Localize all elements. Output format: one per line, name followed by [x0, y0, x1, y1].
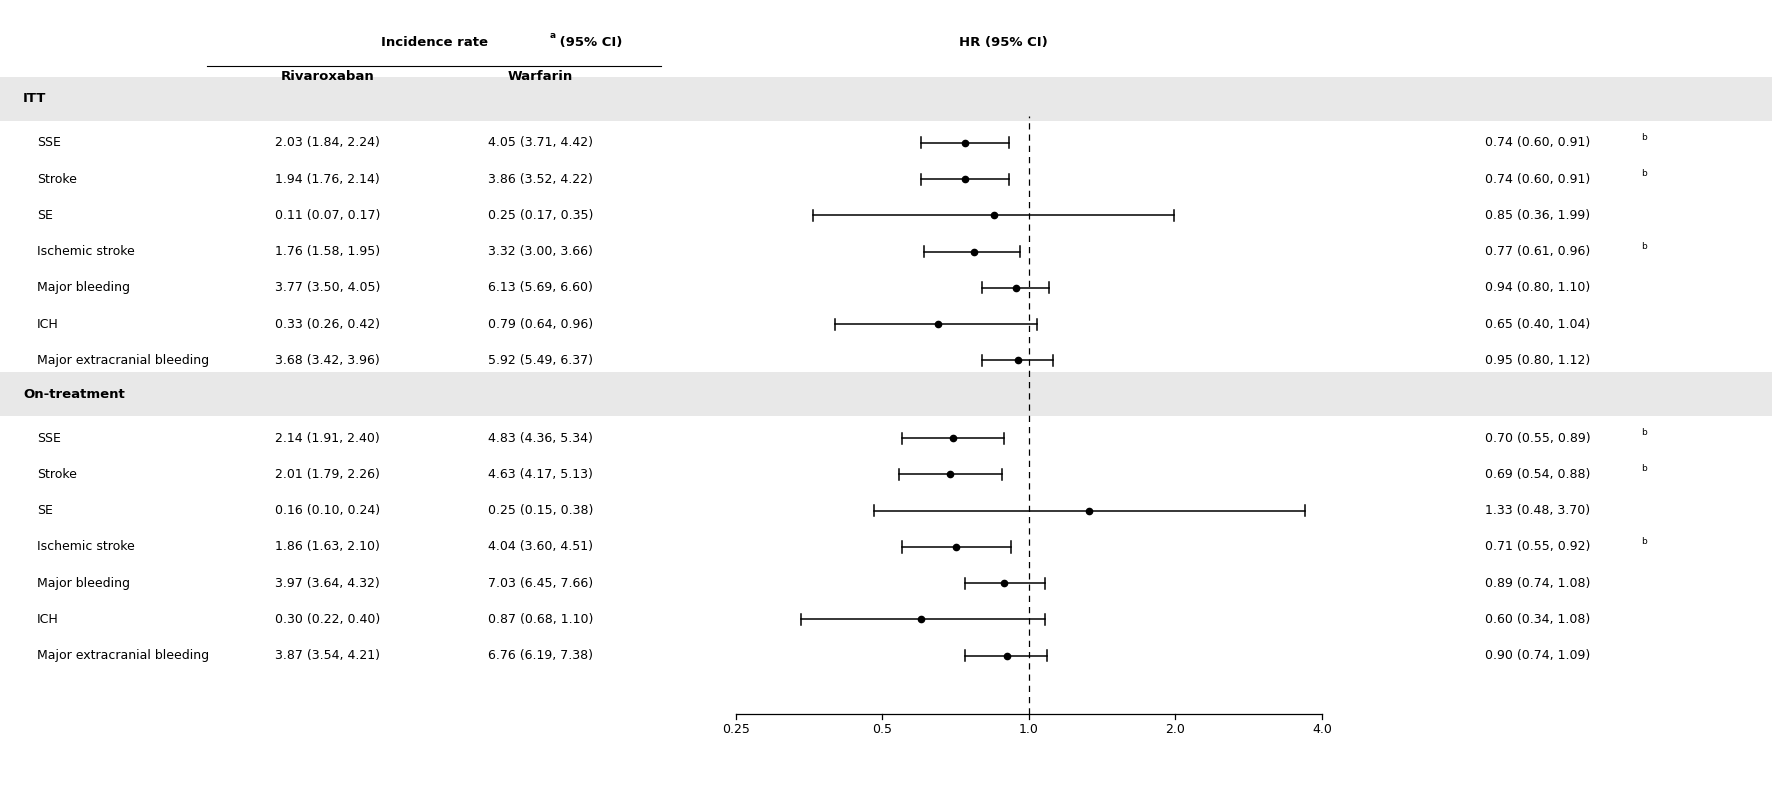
Text: b: b: [1641, 428, 1646, 437]
Text: b: b: [1641, 241, 1646, 250]
Text: 0.95 (0.80, 1.12): 0.95 (0.80, 1.12): [1485, 354, 1589, 367]
Text: 0.71 (0.55, 0.92): 0.71 (0.55, 0.92): [1485, 540, 1589, 553]
Text: 6.76 (6.19, 7.38): 6.76 (6.19, 7.38): [487, 650, 594, 662]
Text: SE: SE: [37, 505, 53, 517]
Text: 3.68 (3.42, 3.96): 3.68 (3.42, 3.96): [275, 354, 381, 367]
Text: 0.11 (0.07, 0.17): 0.11 (0.07, 0.17): [275, 209, 381, 222]
Text: a: a: [549, 31, 555, 40]
Text: On-treatment: On-treatment: [23, 387, 124, 401]
Text: Rivaroxaban: Rivaroxaban: [282, 70, 374, 83]
Text: Stroke: Stroke: [37, 173, 78, 186]
Text: 2.01 (1.79, 2.26): 2.01 (1.79, 2.26): [275, 468, 381, 481]
Text: 1.86 (1.63, 2.10): 1.86 (1.63, 2.10): [275, 540, 381, 553]
Text: ICH: ICH: [37, 318, 58, 331]
Text: 0.87 (0.68, 1.10): 0.87 (0.68, 1.10): [487, 613, 594, 626]
Text: b: b: [1641, 465, 1646, 473]
Text: 3.77 (3.50, 4.05): 3.77 (3.50, 4.05): [275, 281, 381, 294]
Text: 2.0: 2.0: [1166, 723, 1185, 736]
Text: Stroke: Stroke: [37, 468, 78, 481]
Text: 0.69 (0.54, 0.88): 0.69 (0.54, 0.88): [1485, 468, 1589, 481]
Text: 0.77 (0.61, 0.96): 0.77 (0.61, 0.96): [1485, 245, 1589, 258]
Text: 0.25 (0.17, 0.35): 0.25 (0.17, 0.35): [487, 209, 594, 222]
Text: 0.16 (0.10, 0.24): 0.16 (0.10, 0.24): [275, 505, 381, 517]
Text: 0.94 (0.80, 1.10): 0.94 (0.80, 1.10): [1485, 281, 1589, 294]
Text: Major bleeding: Major bleeding: [37, 577, 129, 590]
Text: Major extracranial bleeding: Major extracranial bleeding: [37, 354, 209, 367]
Text: 0.60 (0.34, 1.08): 0.60 (0.34, 1.08): [1485, 613, 1589, 626]
Text: 0.85 (0.36, 1.99): 0.85 (0.36, 1.99): [1485, 209, 1589, 222]
Text: SSE: SSE: [37, 136, 60, 149]
Bar: [0, 77, 1772, 121]
Text: 1.0: 1.0: [1019, 723, 1038, 736]
Text: 1.94 (1.76, 2.14): 1.94 (1.76, 2.14): [275, 173, 381, 186]
Text: 0.79 (0.64, 0.96): 0.79 (0.64, 0.96): [487, 318, 594, 331]
Text: 3.97 (3.64, 4.32): 3.97 (3.64, 4.32): [275, 577, 381, 590]
Text: 3.86 (3.52, 4.22): 3.86 (3.52, 4.22): [487, 173, 594, 186]
Text: HR (95% CI): HR (95% CI): [959, 36, 1049, 49]
Text: Major bleeding: Major bleeding: [37, 281, 129, 294]
Bar: [0, 371, 1772, 416]
Text: 2.14 (1.91, 2.40): 2.14 (1.91, 2.40): [275, 432, 381, 445]
Text: 4.04 (3.60, 4.51): 4.04 (3.60, 4.51): [487, 540, 594, 553]
Text: 0.89 (0.74, 1.08): 0.89 (0.74, 1.08): [1485, 577, 1589, 590]
Text: 3.87 (3.54, 4.21): 3.87 (3.54, 4.21): [275, 650, 381, 662]
Text: 7.03 (6.45, 7.66): 7.03 (6.45, 7.66): [487, 577, 594, 590]
Text: ITT: ITT: [23, 92, 46, 105]
Text: SE: SE: [37, 209, 53, 222]
Text: (95% CI): (95% CI): [555, 36, 622, 49]
Text: Warfarin: Warfarin: [509, 70, 572, 83]
Text: 1.76 (1.58, 1.95): 1.76 (1.58, 1.95): [275, 245, 381, 258]
Text: ICH: ICH: [37, 613, 58, 626]
Text: Incidence rate: Incidence rate: [381, 36, 487, 49]
Text: 0.70 (0.55, 0.89): 0.70 (0.55, 0.89): [1485, 432, 1591, 445]
Text: 2.03 (1.84, 2.24): 2.03 (1.84, 2.24): [275, 136, 381, 149]
Text: 3.32 (3.00, 3.66): 3.32 (3.00, 3.66): [487, 245, 594, 258]
Text: 0.90 (0.74, 1.09): 0.90 (0.74, 1.09): [1485, 650, 1589, 662]
Text: Ischemic stroke: Ischemic stroke: [37, 540, 135, 553]
Text: 4.05 (3.71, 4.42): 4.05 (3.71, 4.42): [487, 136, 594, 149]
Text: 0.30 (0.22, 0.40): 0.30 (0.22, 0.40): [275, 613, 381, 626]
Text: 4.63 (4.17, 5.13): 4.63 (4.17, 5.13): [487, 468, 594, 481]
Text: Ischemic stroke: Ischemic stroke: [37, 245, 135, 258]
Text: SSE: SSE: [37, 432, 60, 445]
Text: 0.25: 0.25: [721, 723, 750, 736]
Text: b: b: [1641, 133, 1646, 142]
Text: 0.74 (0.60, 0.91): 0.74 (0.60, 0.91): [1485, 136, 1589, 149]
Text: 6.13 (5.69, 6.60): 6.13 (5.69, 6.60): [487, 281, 594, 294]
Text: b: b: [1641, 537, 1646, 546]
Text: 4.83 (4.36, 5.34): 4.83 (4.36, 5.34): [487, 432, 594, 445]
Text: 0.74 (0.60, 0.91): 0.74 (0.60, 0.91): [1485, 173, 1589, 186]
Text: 1.33 (0.48, 3.70): 1.33 (0.48, 3.70): [1485, 505, 1589, 517]
Text: Major extracranial bleeding: Major extracranial bleeding: [37, 650, 209, 662]
Text: 0.25 (0.15, 0.38): 0.25 (0.15, 0.38): [487, 505, 594, 517]
Text: 0.65 (0.40, 1.04): 0.65 (0.40, 1.04): [1485, 318, 1589, 331]
Text: 5.92 (5.49, 6.37): 5.92 (5.49, 6.37): [487, 354, 594, 367]
Text: 0.5: 0.5: [872, 723, 893, 736]
Text: b: b: [1641, 169, 1646, 178]
Text: 4.0: 4.0: [1311, 723, 1333, 736]
Text: 0.33 (0.26, 0.42): 0.33 (0.26, 0.42): [275, 318, 381, 331]
